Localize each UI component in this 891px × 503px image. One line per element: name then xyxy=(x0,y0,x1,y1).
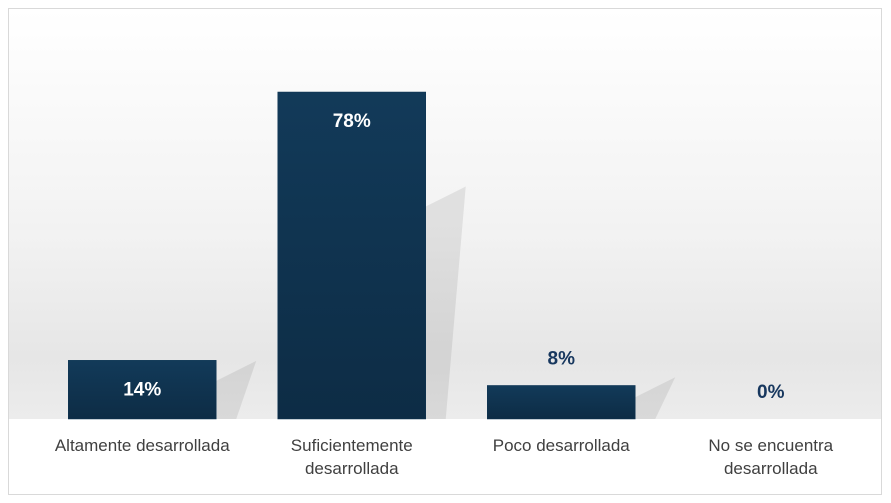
bar xyxy=(68,360,217,420)
x-tick-label: No se encuentra desarrollada xyxy=(708,436,834,478)
data-label: 8% xyxy=(548,348,576,369)
bar xyxy=(277,91,426,420)
x-tick-label: Altamente desarrollada xyxy=(54,436,230,455)
bar-shadow xyxy=(635,377,676,419)
x-tick-label: Suficientemente desarrollada xyxy=(290,436,413,478)
data-label: 14% xyxy=(123,379,161,400)
bar-shadow xyxy=(216,360,257,419)
x-tick-label: Poco desarrollada xyxy=(492,436,630,455)
data-label: 78% xyxy=(333,111,371,132)
plot-background xyxy=(9,9,881,419)
bar xyxy=(487,385,636,420)
data-label: 0% xyxy=(757,382,785,403)
bar-shadow xyxy=(425,186,466,419)
